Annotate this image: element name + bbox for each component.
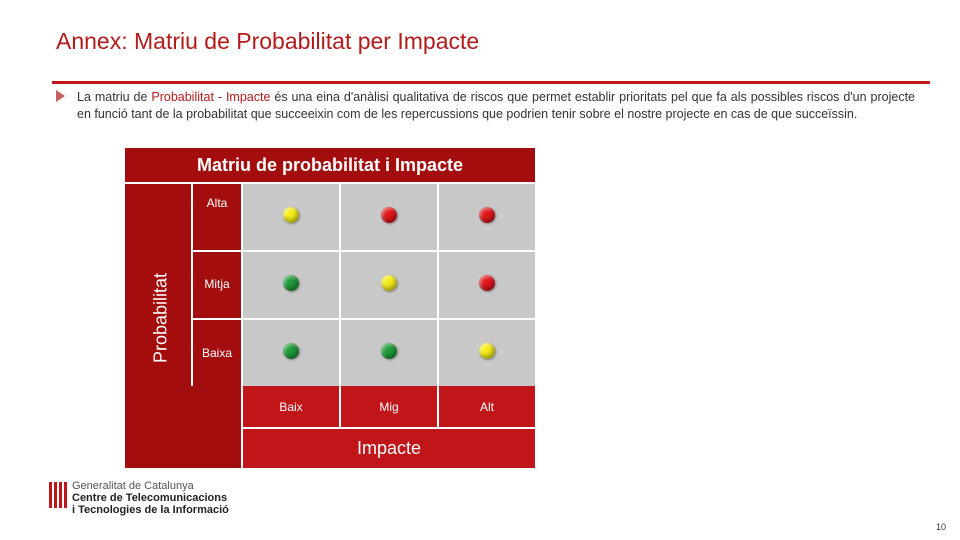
probability-impact-matrix: Matriu de probabilitat i Impacte Probabi… xyxy=(125,148,535,468)
org-line-1: Generalitat de Catalunya xyxy=(72,480,194,492)
risk-dot-green-icon xyxy=(283,343,299,359)
row-label-mitja: Mitja xyxy=(193,252,241,318)
probability-axis-title: Probabilitat xyxy=(150,272,171,364)
column-label-mig: Mig xyxy=(341,386,437,427)
org-line-3: i Tecnologies de la Informació xyxy=(72,504,229,516)
matrix-cell xyxy=(341,184,437,250)
matrix-cell xyxy=(439,252,535,318)
intro-highlight: Probabilitat - Impacte xyxy=(151,90,271,104)
title-divider xyxy=(52,81,930,84)
intro-text-start: La matriu de xyxy=(77,90,152,104)
row-label-baixa: Baixa xyxy=(193,320,241,386)
impact-axis-title: Impacte xyxy=(243,429,535,468)
row-label-alta: Alta xyxy=(193,184,241,250)
generalitat-logo: Generalitat de Catalunya Centre de Telec… xyxy=(48,480,268,520)
matrix-title: Matriu de probabilitat i Impacte xyxy=(125,148,535,182)
intro-paragraph: La matriu de Probabilitat - Impacte és u… xyxy=(77,89,915,123)
senyera-logo-icon xyxy=(48,482,67,508)
matrix-cell xyxy=(243,184,339,250)
matrix-cell xyxy=(243,320,339,386)
page-number: 10 xyxy=(935,522,946,532)
matrix-cell xyxy=(439,320,535,386)
org-line-2: Centre de Telecomunicacions xyxy=(72,492,228,504)
risk-dot-red-icon xyxy=(381,207,397,223)
risk-dot-green-icon xyxy=(283,275,299,291)
logo-text: Generalitat de Catalunya Centre de Telec… xyxy=(72,480,229,516)
risk-dot-red-icon xyxy=(479,275,495,291)
risk-dot-yellow-icon xyxy=(479,343,495,359)
column-label-alt: Alt xyxy=(439,386,535,427)
matrix-cell xyxy=(243,252,339,318)
risk-dot-yellow-icon xyxy=(381,275,397,291)
intro-text-end: és una eina d'anàlisi qualitativa de ris… xyxy=(77,90,915,121)
matrix-cell xyxy=(341,320,437,386)
column-label-baix: Baix xyxy=(243,386,339,427)
risk-dot-yellow-icon xyxy=(283,207,299,223)
matrix-cell xyxy=(341,252,437,318)
risk-dot-red-icon xyxy=(479,207,495,223)
matrix-cell xyxy=(439,184,535,250)
bullet-arrow-icon xyxy=(56,90,65,102)
risk-dot-green-icon xyxy=(381,343,397,359)
slide-title: Annex: Matriu de Probabilitat per Impact… xyxy=(56,28,480,54)
probability-band: Probabilitat xyxy=(125,184,191,386)
matrix-corner xyxy=(125,386,241,468)
